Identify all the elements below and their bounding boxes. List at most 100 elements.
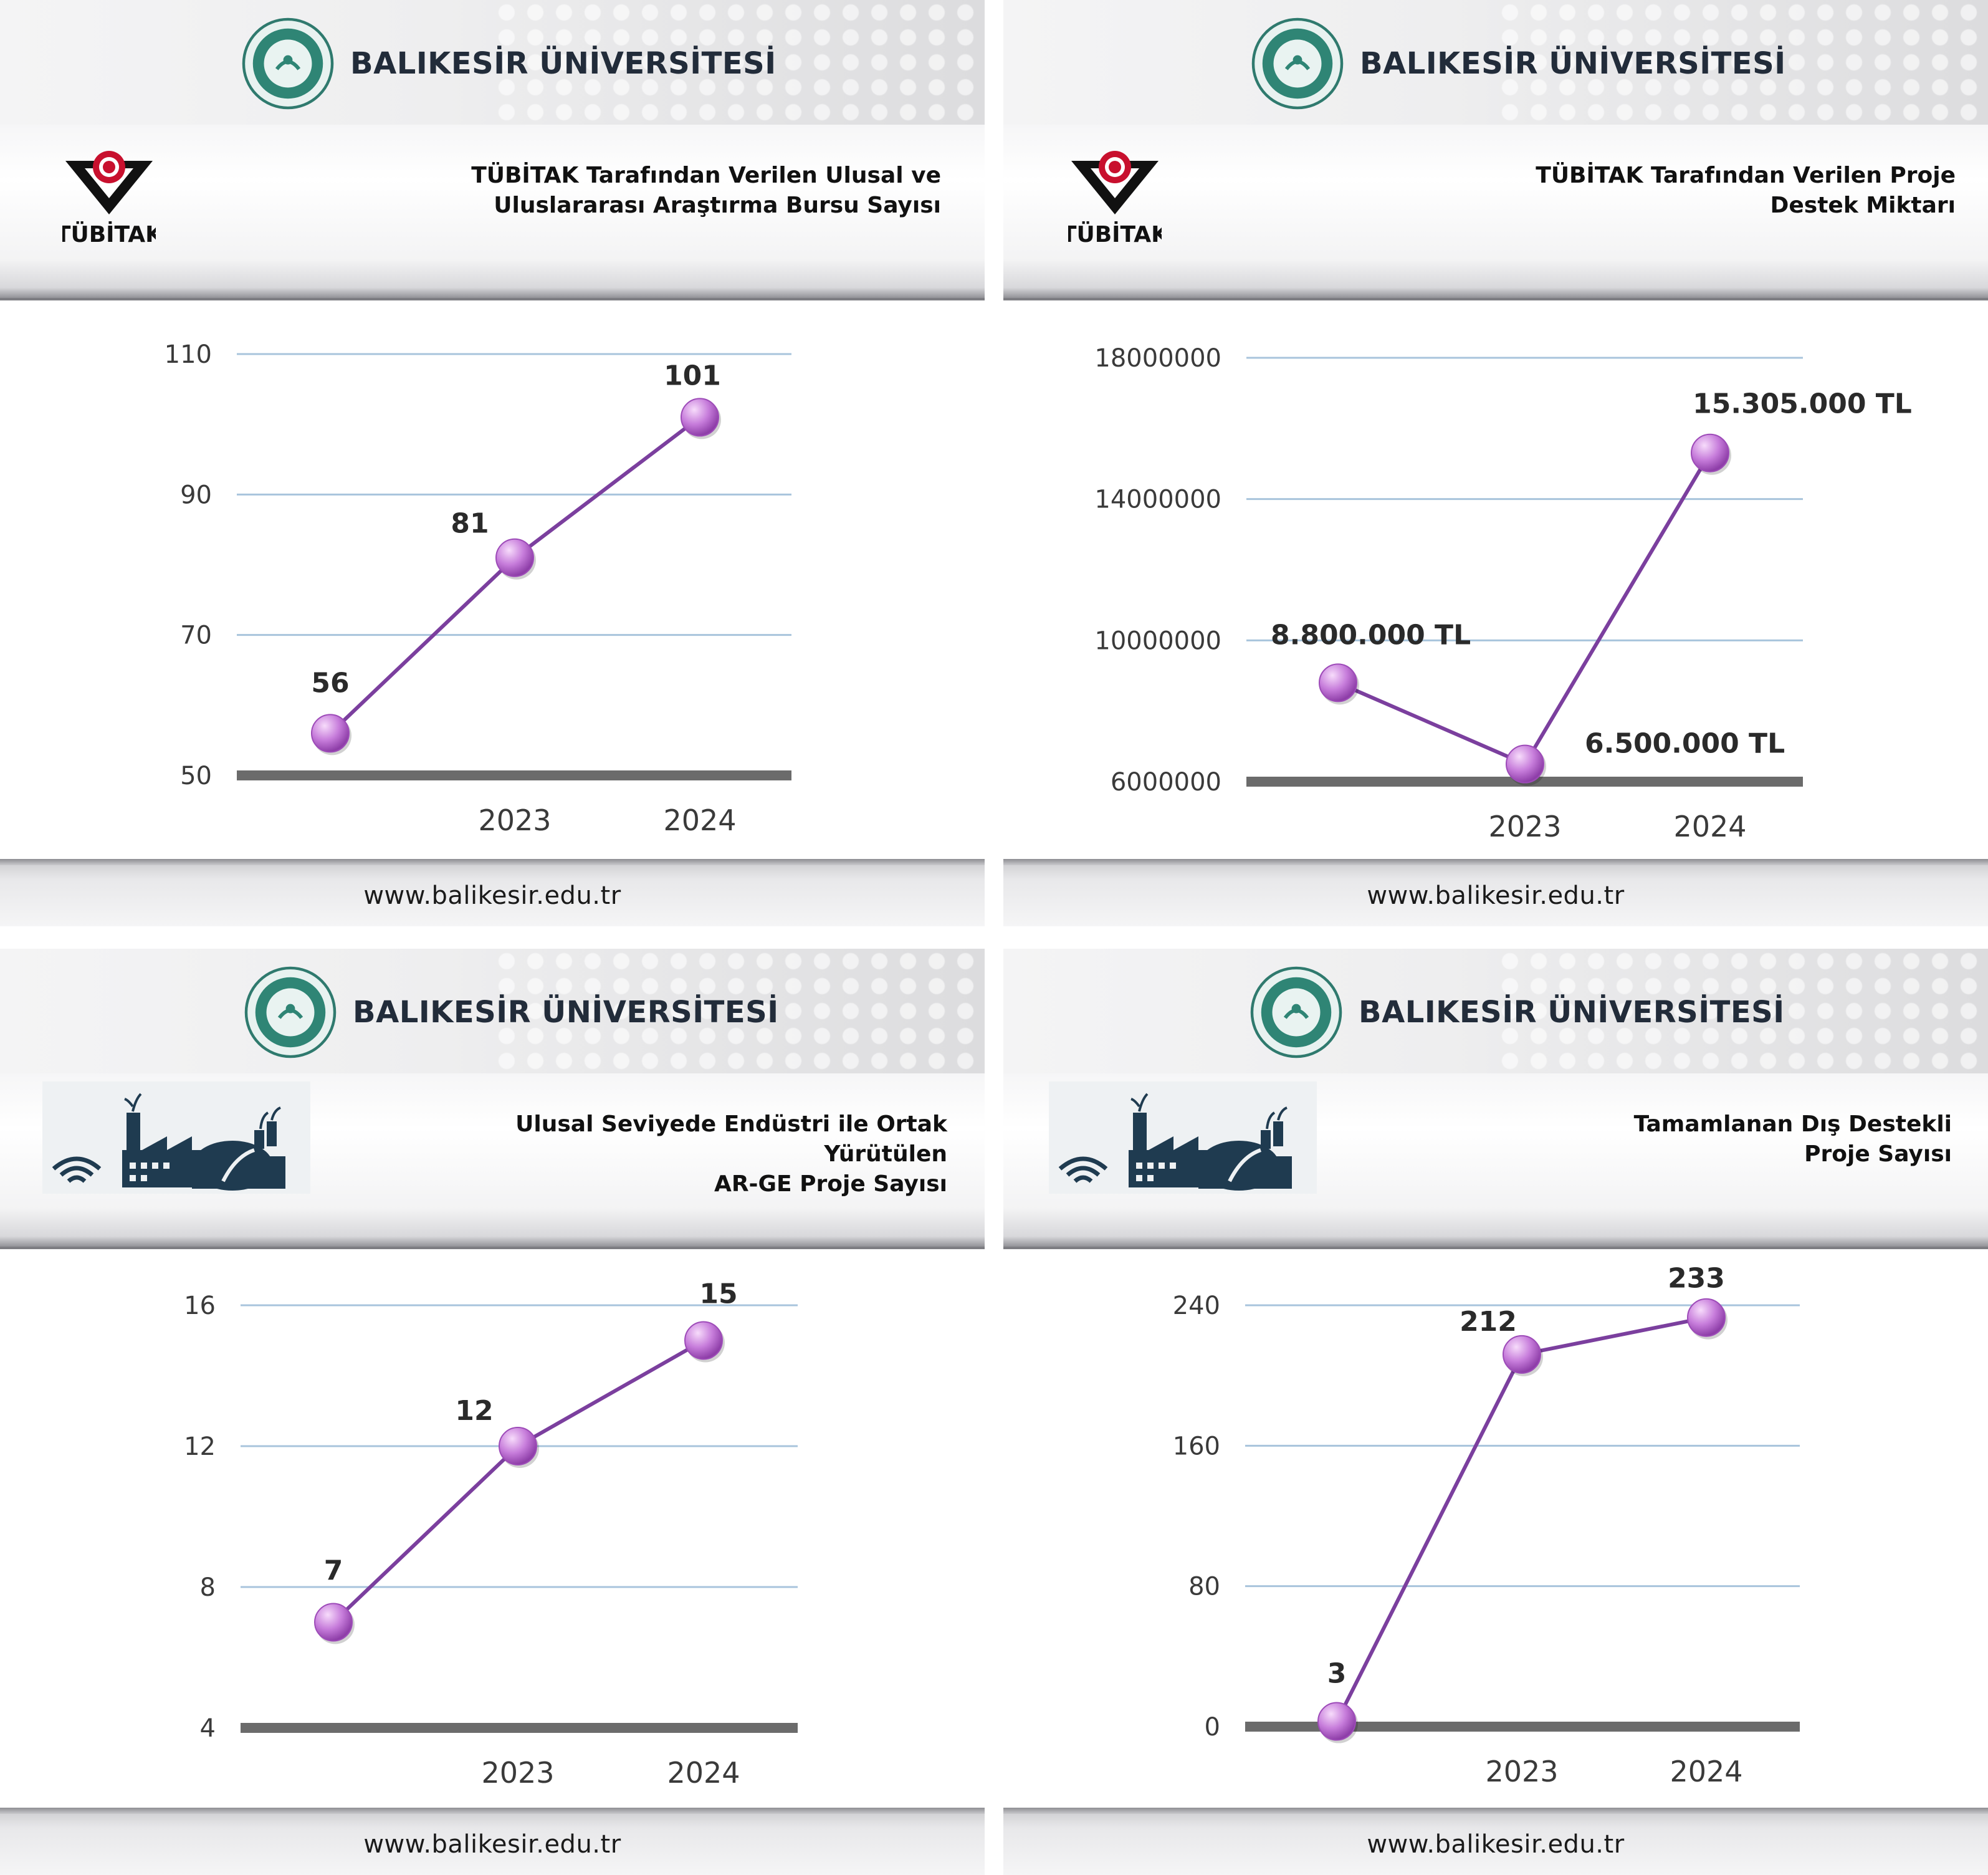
data-point bbox=[1691, 433, 1729, 472]
data-label: 212 bbox=[1460, 1306, 1517, 1338]
footer-bar: www.balikesir.edu.tr bbox=[0, 1808, 985, 1875]
chart-title-line1: TÜBİTAK Tarafından Verilen Ulusal ve bbox=[471, 163, 941, 188]
university-header: BALIKESİR ÜNİVERSİTESİ bbox=[0, 966, 985, 1060]
panel-dis-destekli: BALIKESİR ÜNİVERSİTESİ Tamamlanan Dış De… bbox=[1003, 949, 1988, 1875]
data-point bbox=[1687, 1298, 1726, 1337]
y-tick-label: 50 bbox=[180, 762, 212, 790]
data-label: 233 bbox=[1668, 1263, 1725, 1295]
x-tick-label: 2023 bbox=[1485, 1755, 1558, 1788]
university-seal-icon bbox=[1250, 966, 1342, 1058]
line-chart: 6000000 10000000 14000000 18000000 2023 2024 8… bbox=[1094, 344, 1912, 843]
university-header: BALIKESİR ÜNİVERSİTESİ bbox=[0, 17, 985, 111]
data-point bbox=[1319, 663, 1357, 703]
data-point bbox=[314, 1603, 353, 1642]
x-tick-label: 2024 bbox=[663, 803, 736, 837]
title-band-line bbox=[0, 1247, 985, 1249]
title-band-line bbox=[1003, 298, 1988, 300]
chart-title-line1: TÜBİTAK Tarafından Verilen Proje bbox=[1536, 163, 1956, 188]
y-tick-label: 160 bbox=[1173, 1432, 1220, 1460]
university-name: BALIKESİR ÜNİVERSİTESİ bbox=[1359, 995, 1785, 1030]
line-chart: 0 80 160 240 2023 2024 3 212 233 bbox=[1173, 1263, 1800, 1788]
title-band-divider bbox=[0, 1209, 985, 1248]
chart-title-line2: AR-GE Proje Sayısı bbox=[714, 1171, 947, 1197]
data-point bbox=[495, 538, 534, 577]
y-tick-label: 12 bbox=[184, 1432, 216, 1461]
y-tick-label: 110 bbox=[165, 340, 212, 369]
title-band-divider bbox=[1003, 1209, 1988, 1248]
chart-title: Ulusal Seviyede Endüstri ile Ortak Yürüt… bbox=[386, 1110, 947, 1199]
tubitak-logo-icon: TÜBİTAK bbox=[62, 151, 156, 247]
title-band-divider bbox=[1003, 261, 1988, 299]
title-band bbox=[1003, 125, 1988, 262]
panel-proje-destek: BALIKESİR ÜNİVERSİTESİ TÜBİTAK TÜBİTAK T… bbox=[1003, 0, 1988, 926]
chart-title: Tamamlanan Dış Destekli Proje Sayısı bbox=[1391, 1110, 1952, 1169]
y-tick-label: 90 bbox=[180, 481, 212, 509]
university-header: BALIKESİR ÜNİVERSİTESİ bbox=[1003, 17, 1988, 111]
header-bar bbox=[1003, 949, 1988, 1073]
data-label: 7 bbox=[324, 1555, 343, 1587]
data-point bbox=[311, 714, 350, 753]
y-tick-label: 240 bbox=[1173, 1292, 1220, 1320]
data-point bbox=[681, 398, 719, 437]
panel-bursu: BALIKESİR ÜNİVERSİTESİ TÜBİTAK TÜBİTAK T… bbox=[0, 0, 985, 926]
header-bar bbox=[1003, 0, 1988, 125]
university-name: BALIKESİR ÜNİVERSİTESİ bbox=[353, 995, 779, 1030]
university-seal-icon bbox=[242, 17, 334, 110]
data-label: 15.305.000 TL bbox=[1693, 388, 1912, 420]
university-name: BALIKESİR ÜNİVERSİTESİ bbox=[350, 46, 777, 81]
chart-title-line2: Destek Miktarı bbox=[1770, 193, 1956, 218]
tubitak-label: TÜBİTAK bbox=[62, 221, 156, 247]
footer-url[interactable]: www.balikesir.edu.tr bbox=[1367, 881, 1625, 910]
university-seal-icon bbox=[244, 966, 337, 1058]
x-tick-label: 2023 bbox=[1488, 810, 1561, 843]
data-label: 101 bbox=[664, 360, 721, 391]
data-label: 12 bbox=[455, 1395, 493, 1427]
series-line bbox=[1335, 1315, 1707, 1722]
data-label: 15 bbox=[699, 1278, 737, 1310]
data-point bbox=[684, 1321, 723, 1360]
title-band-line bbox=[1003, 1247, 1988, 1249]
title-band-divider bbox=[0, 261, 985, 299]
chart-title: TÜBİTAK Tarafından Verilen Proje Destek … bbox=[1395, 161, 1956, 221]
chart-title-line1: Ulusal Seviyede Endüstri ile Ortak Yürüt… bbox=[515, 1111, 947, 1167]
x-tick-label: 2023 bbox=[481, 1756, 554, 1790]
footer-url[interactable]: www.balikesir.edu.tr bbox=[1367, 1830, 1625, 1859]
panel-arge: BALIKESİR ÜNİVERSİTESİ Ulusal Seviyede E… bbox=[0, 949, 985, 1875]
y-tick-label: 70 bbox=[180, 621, 212, 650]
tubitak-label: TÜBİTAK bbox=[1068, 221, 1162, 247]
data-label: 3 bbox=[1327, 1658, 1347, 1690]
y-tick-label: 80 bbox=[1188, 1573, 1220, 1601]
chart-title-line2: Proje Sayısı bbox=[1804, 1141, 1952, 1167]
footer-bar: www.balikesir.edu.tr bbox=[1003, 859, 1988, 926]
data-point bbox=[1503, 1335, 1541, 1374]
university-header: BALIKESİR ÜNİVERSİTESİ bbox=[1003, 966, 1988, 1060]
university-seal-icon bbox=[1251, 17, 1344, 110]
y-tick-label: 6000000 bbox=[1111, 768, 1221, 797]
x-tick-label: 2024 bbox=[1670, 1755, 1742, 1788]
chart-title-line2: Uluslararası Araştırma Bursu Sayısı bbox=[494, 193, 941, 218]
footer-bar: www.balikesir.edu.tr bbox=[1003, 1808, 1988, 1875]
y-tick-label: 14000000 bbox=[1094, 486, 1221, 514]
y-tick-label: 10000000 bbox=[1094, 626, 1221, 655]
x-tick-label: 2023 bbox=[478, 803, 551, 837]
y-tick-label: 4 bbox=[200, 1714, 216, 1743]
chart-title: TÜBİTAK Tarafından Verilen Ulusal ve Ulu… bbox=[380, 161, 941, 221]
data-point bbox=[1317, 1702, 1356, 1741]
tubitak-logo-icon: TÜBİTAK bbox=[1068, 151, 1162, 247]
series-line bbox=[332, 1338, 705, 1624]
title-band-line bbox=[0, 298, 985, 300]
x-tick-label: 2024 bbox=[667, 1756, 740, 1790]
y-tick-label: 18000000 bbox=[1094, 344, 1221, 373]
data-label: 8.800.000 TL bbox=[1271, 619, 1471, 651]
header-bar bbox=[0, 0, 985, 125]
industry-icon bbox=[42, 1081, 310, 1194]
y-tick-label: 16 bbox=[184, 1292, 216, 1320]
data-point bbox=[499, 1427, 537, 1465]
header-bar bbox=[0, 949, 985, 1073]
data-label: 6.500.000 TL bbox=[1585, 728, 1785, 760]
data-label: 81 bbox=[451, 508, 489, 540]
footer-bar: www.balikesir.edu.tr bbox=[0, 859, 985, 926]
industry-icon bbox=[1049, 1081, 1317, 1194]
footer-url[interactable]: www.balikesir.edu.tr bbox=[363, 1830, 621, 1859]
footer-url[interactable]: www.balikesir.edu.tr bbox=[363, 881, 621, 910]
